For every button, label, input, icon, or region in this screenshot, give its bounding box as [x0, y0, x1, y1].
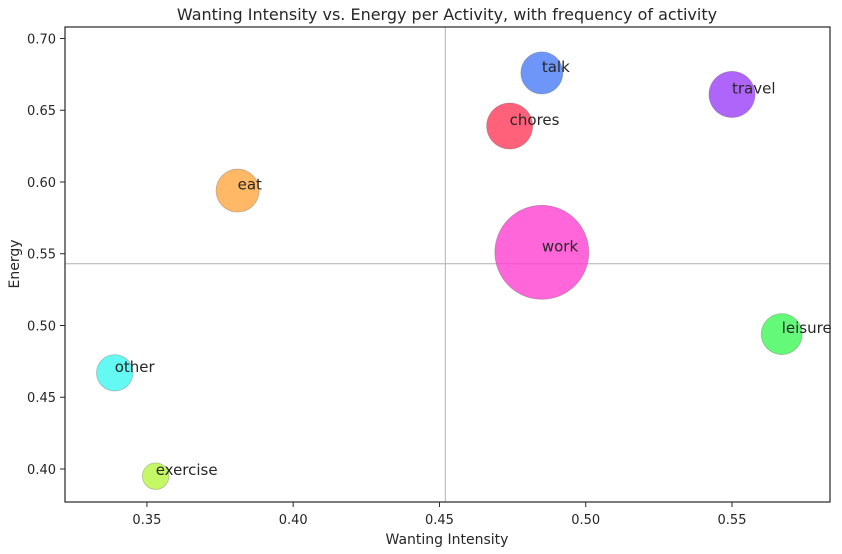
x-tick-label: 0.40 [279, 513, 308, 528]
bubble-travel [708, 71, 756, 118]
bubble-other [96, 354, 134, 392]
chart-title: Wanting Intensity vs. Energy per Activit… [177, 5, 717, 24]
x-tick-label: 0.55 [718, 513, 747, 528]
bubble-chores [486, 102, 534, 150]
y-tick-label: 0.50 [27, 319, 56, 334]
bubble-label-travel: travel [732, 79, 776, 97]
x-axis-label: Wanting Intensity [386, 532, 509, 548]
bubble-label-chores: chores [510, 111, 560, 129]
bubble-label-talk: talk [542, 58, 570, 76]
bubble-label-leisure: leisure [782, 319, 832, 337]
bubble-talk [520, 51, 564, 95]
y-tick-label: 0.55 [27, 248, 56, 263]
x-axis-ticks: 0.35 0.40 0.45 0.50 0.55 [132, 502, 746, 528]
bubble-series [96, 51, 803, 490]
bubble-label-other: other [115, 358, 156, 376]
y-tick-label: 0.60 [27, 176, 56, 191]
bubble-labels: talk travel chores eat work leisure other exerc… [115, 58, 832, 479]
y-tick-label: 0.40 [27, 463, 56, 478]
reference-lines [65, 27, 830, 502]
bubble-label-eat: eat [238, 176, 262, 194]
bubble-label-exercise: exercise [156, 461, 218, 479]
plot-area-frame [64, 26, 831, 503]
y-axis-ticks: 0.40 0.45 0.50 0.55 0.60 0.65 0.70 [27, 32, 65, 478]
bubble-exercise [141, 462, 170, 490]
x-tick-label: 0.50 [571, 513, 600, 528]
y-tick-label: 0.65 [27, 104, 56, 119]
y-axis-label: Energy [7, 239, 23, 288]
bubble-leisure [760, 313, 803, 355]
bubble-eat [215, 168, 260, 213]
x-tick-label: 0.35 [132, 513, 161, 528]
y-tick-label: 0.70 [27, 32, 56, 47]
bubble-work [494, 204, 590, 300]
bubble-label-work: work [542, 237, 579, 255]
y-tick-label: 0.45 [27, 391, 56, 406]
x-tick-label: 0.45 [425, 513, 454, 528]
